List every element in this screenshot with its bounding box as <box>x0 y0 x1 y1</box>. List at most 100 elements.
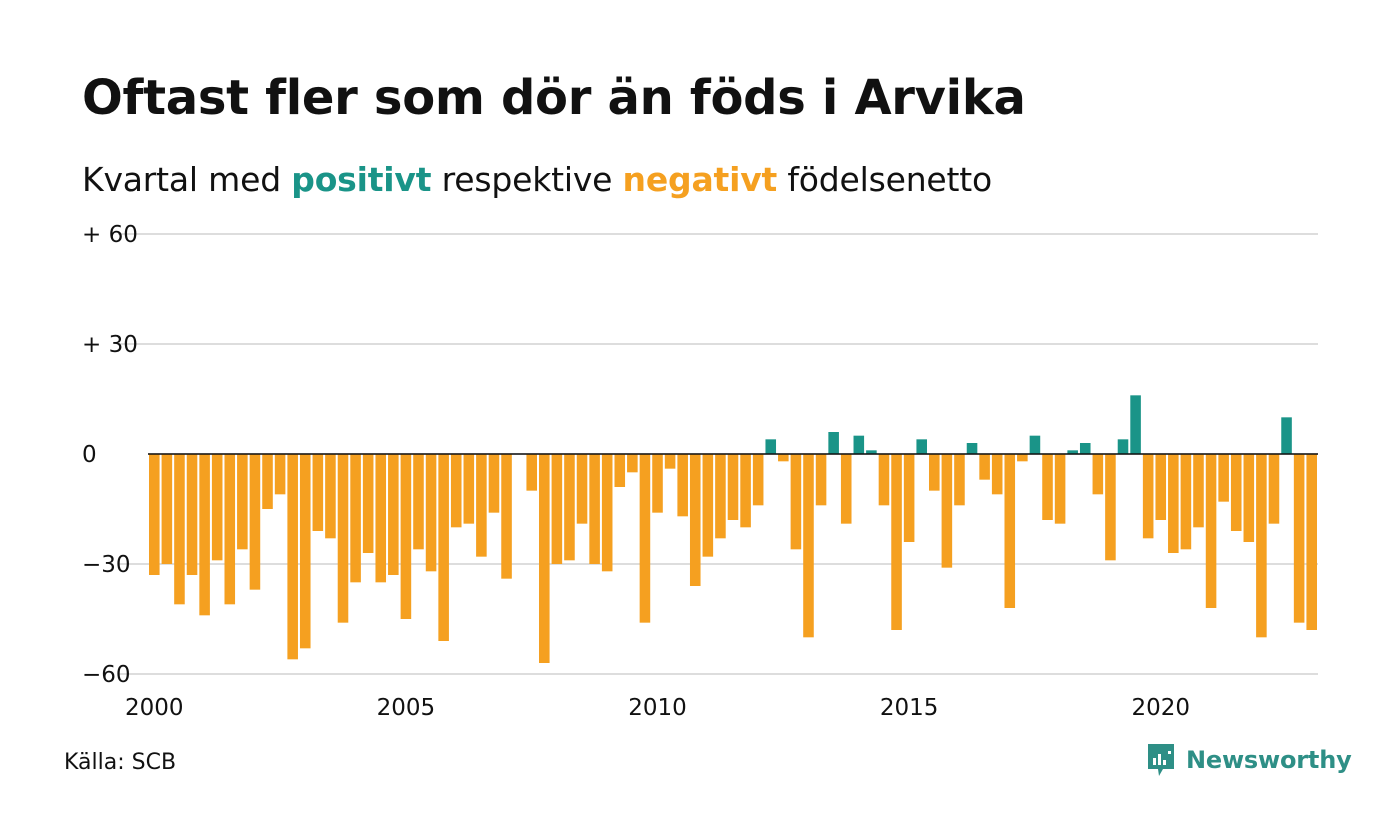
bar <box>866 450 877 454</box>
bar <box>601 454 613 572</box>
bar <box>1306 454 1317 630</box>
bar <box>450 454 462 528</box>
bar <box>1092 454 1104 495</box>
bar <box>765 439 777 454</box>
subtitle-prefix: Kvartal med <box>82 160 281 199</box>
bar <box>413 454 424 550</box>
bar <box>388 454 399 575</box>
bar <box>941 454 953 568</box>
bar <box>249 454 261 590</box>
bar <box>274 454 286 495</box>
bar <box>1042 454 1053 520</box>
bar <box>312 454 324 531</box>
x-tick-label: 2020 <box>1131 695 1190 721</box>
bar <box>903 454 915 542</box>
bar <box>878 454 890 506</box>
bar <box>325 454 336 539</box>
bar <box>438 454 449 641</box>
bar <box>752 454 764 506</box>
bar <box>815 454 827 506</box>
bar <box>1079 443 1091 454</box>
brand-name: Newsworthy <box>1186 746 1352 774</box>
bar <box>186 454 198 575</box>
bar <box>677 454 688 517</box>
bar <box>350 454 361 583</box>
bar <box>400 454 412 619</box>
bar <box>488 454 500 513</box>
bar <box>1230 454 1242 531</box>
bar <box>211 454 223 561</box>
subtitle-negative-word: negativt <box>622 160 778 199</box>
subtitle-middle: respektive <box>441 160 613 199</box>
bar <box>1017 454 1028 462</box>
y-tick-label: + 60 <box>82 222 138 248</box>
brand-logo: Newsworthy <box>1146 742 1352 778</box>
bar <box>1205 454 1217 608</box>
bar <box>614 454 626 487</box>
bar <box>564 454 575 561</box>
bar <box>803 454 814 638</box>
bar <box>916 439 927 454</box>
bar <box>476 454 487 557</box>
bar <box>539 454 550 663</box>
bar <box>991 454 1003 495</box>
bar <box>828 432 839 454</box>
bar <box>664 454 676 469</box>
y-tick-label: −30 <box>82 552 131 578</box>
bar <box>1243 454 1255 542</box>
bar <box>589 454 600 564</box>
bar <box>199 454 210 616</box>
bar <box>1281 417 1292 454</box>
bar <box>1168 454 1179 553</box>
bar <box>161 454 173 564</box>
bar <box>174 454 185 605</box>
subtitle-suffix: födelsenetto <box>787 160 992 199</box>
bar <box>375 454 387 583</box>
bar <box>627 454 638 473</box>
bar <box>1293 454 1305 623</box>
bar <box>551 454 563 564</box>
bar <box>149 454 160 575</box>
bar <box>727 454 739 520</box>
bar <box>237 454 248 550</box>
bar <box>362 454 374 553</box>
bar <box>1155 454 1167 520</box>
bar <box>337 454 349 623</box>
bar <box>715 454 726 539</box>
x-tick-label: 2000 <box>125 695 184 721</box>
newsworthy-logo-icon <box>1148 744 1174 776</box>
y-axis-labels: + 60 + 30 0 −30 −60 <box>82 222 138 688</box>
bar <box>1004 454 1016 608</box>
bar <box>262 454 273 509</box>
bar <box>1117 439 1129 454</box>
bar <box>702 454 714 557</box>
x-tick-label: 2005 <box>377 695 436 721</box>
y-tick-label: + 30 <box>82 332 138 358</box>
x-tick-label: 2015 <box>880 695 939 721</box>
bar-chart: + 60 + 30 0 −30 −60 2000 2005 2010 2015 2020 <box>82 222 1318 721</box>
bar <box>1268 454 1280 524</box>
y-tick-label: −60 <box>82 662 131 688</box>
bar <box>224 454 236 605</box>
bar <box>463 454 475 524</box>
bar <box>576 454 588 524</box>
bar <box>1193 454 1204 528</box>
bar <box>526 454 537 491</box>
x-axis-labels: 2000 2005 2010 2015 2020 <box>125 695 1190 721</box>
bar <box>790 454 802 550</box>
bar <box>287 454 298 660</box>
bar <box>853 435 865 454</box>
subtitle-positive-word: positivt <box>291 160 432 199</box>
bar <box>891 454 902 630</box>
chart-subtitle: Kvartal med positivt respektive negativt… <box>82 160 992 199</box>
bar <box>1180 454 1192 550</box>
bar <box>778 454 789 462</box>
bar <box>740 454 751 528</box>
source-note: Källa: SCB <box>64 750 177 775</box>
bars <box>148 395 1318 663</box>
bar <box>966 443 978 454</box>
bar <box>1130 395 1141 454</box>
bar <box>1142 454 1154 539</box>
bar <box>501 454 512 579</box>
bar <box>1067 450 1078 454</box>
